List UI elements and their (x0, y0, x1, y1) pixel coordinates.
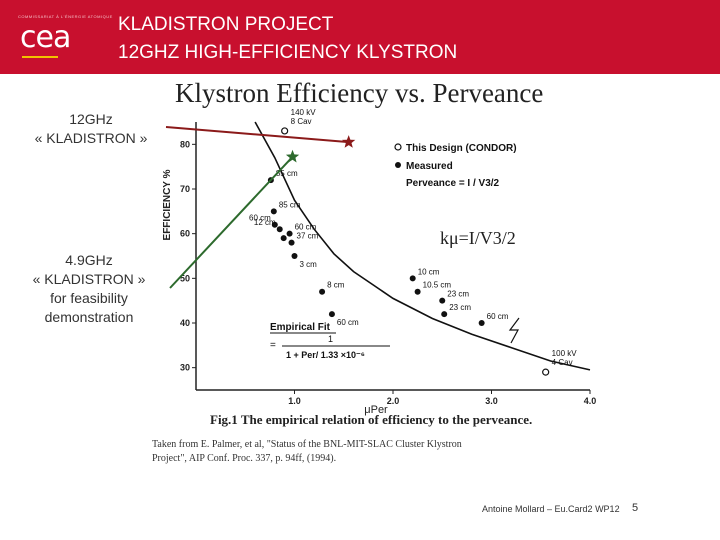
header-bar: COMMISSARIAT À L'ÉNERGIE ATOMIQUE cea KL… (0, 0, 720, 74)
measured-point (276, 226, 283, 233)
y-tick-label: 70 (180, 184, 190, 194)
y-tick-label: 60 (180, 229, 190, 239)
star-marker (342, 135, 356, 148)
empirical-fit-formula: Empirical Fit 1 = 1 + Per/ 1.33 ×10⁻⁶ (270, 322, 390, 360)
lightning-icon (508, 317, 520, 344)
measured-point-label: 23 cm (449, 303, 471, 312)
measured-point-label: 23 cm (447, 290, 469, 299)
measured-point (280, 235, 287, 242)
measured-point (291, 253, 298, 259)
measured-point (319, 288, 326, 295)
fit-numerator: 1 (328, 334, 333, 344)
legend-measured: Measured (406, 161, 453, 172)
measured-point (441, 311, 448, 318)
legend-open-circle-icon (394, 143, 402, 151)
x-tick-label: 2.0 (387, 396, 400, 406)
x-tick-label: 4.0 (584, 396, 597, 406)
measured-point (271, 221, 278, 228)
fit-denominator: 1 + Per/ 1.33 ×10⁻⁶ (286, 350, 365, 360)
note-4ghz-line: « KLADISTRON » (32, 271, 146, 287)
measured-point-label: 85 cm (279, 200, 301, 209)
logo-underline (22, 56, 58, 58)
design-point (542, 368, 550, 376)
pointer-line-12ghz (165, 126, 349, 144)
y-tick-label: 30 (180, 363, 190, 373)
design-point-label: 100 kV 4 Cav (552, 349, 578, 367)
chart-title: Klystron Efficiency vs. Perveance (175, 78, 544, 108)
note-4ghz: 4.9GHz « KLADISTRON » for feasibility de… (14, 251, 164, 327)
x-tick-label: 1.0 (288, 396, 301, 406)
pointer-line-4ghz (169, 156, 294, 289)
header-title-line1: KLADISTRON PROJECT (118, 14, 334, 35)
measured-point-label: 3 cm (300, 260, 318, 269)
measured-point (286, 230, 293, 237)
y-tick-label: 80 (180, 139, 190, 149)
cea-logo: COMMISSARIAT À L'ÉNERGIE ATOMIQUE cea (18, 14, 113, 60)
y-tick-label: 50 (180, 273, 190, 283)
empirical-fit-curve (254, 121, 591, 371)
measured-point (414, 288, 421, 295)
measured-point (270, 208, 277, 215)
measured-point (328, 311, 335, 318)
measured-point (409, 275, 416, 282)
measured-point-label: 60 cm (337, 318, 359, 327)
logo-small-text: COMMISSARIAT À L'ÉNERGIE ATOMIQUE (18, 14, 113, 19)
formula-label: kμ=I/V3/2 (440, 228, 516, 248)
fit-label: Empirical Fit (270, 322, 331, 333)
measured-point-label: 8 cm (327, 281, 345, 290)
measured-point-label: 60 cm (295, 223, 317, 232)
measured-point-label: 10.5 cm (423, 281, 452, 290)
measured-point-label: 10 cm (418, 267, 440, 276)
legend-this-design: This Design (CONDOR) (406, 143, 517, 154)
measured-point (288, 239, 295, 246)
note-4ghz-line: 4.9GHz (65, 252, 113, 268)
note-12ghz-line: « KLADISTRON » (34, 130, 148, 146)
measured-point-label: 85 cm (276, 169, 298, 178)
measured-point-label: 60 cm (487, 312, 509, 321)
star-marker (285, 149, 300, 163)
y-axis-label: EFFICIENCY % (162, 169, 173, 240)
source-line-2: Project", AIP Conf. Proc. 337, p. 94ff, … (152, 453, 336, 464)
y-tick-label: 40 (180, 318, 190, 328)
page-number: 5 (632, 502, 639, 514)
figure-caption: Fig.1 The empirical relation of efficien… (210, 412, 532, 427)
note-12ghz-line: 12GHz (69, 111, 113, 127)
design-point (281, 127, 289, 135)
chart-legend: This Design (CONDOR) Measured Perveance … (394, 143, 517, 189)
design-point-label: 140 kV 8 Cav (291, 108, 317, 126)
x-tick-label: 3.0 (485, 396, 498, 406)
fit-equals: = (270, 340, 276, 351)
measured-point-label: 37 cm (297, 232, 319, 241)
measured-point (439, 297, 446, 304)
legend-perveance: Perveance = I / V3/2 (406, 178, 500, 189)
legend-filled-circle-icon (395, 162, 401, 168)
x-axis-label: μPer (364, 404, 388, 416)
header-title-line2: 12GHZ HIGH-EFFICIENCY KLYSTRON (118, 42, 458, 63)
note-4ghz-line: demonstration (44, 309, 134, 325)
logo-text: cea (20, 20, 71, 55)
measured-point (478, 320, 485, 326)
note-12ghz: 12GHz « KLADISTRON » (28, 110, 154, 148)
footer-author: Antoine Mollard – Eu.Card2 WP12 (482, 504, 620, 514)
measured-point-label: 60 cm (249, 214, 271, 223)
measured-point-label: 12 cm (254, 218, 276, 227)
note-4ghz-line: for feasibility (50, 290, 128, 306)
source-line-1: Taken from E. Palmer, et al, "Status of … (152, 439, 462, 450)
